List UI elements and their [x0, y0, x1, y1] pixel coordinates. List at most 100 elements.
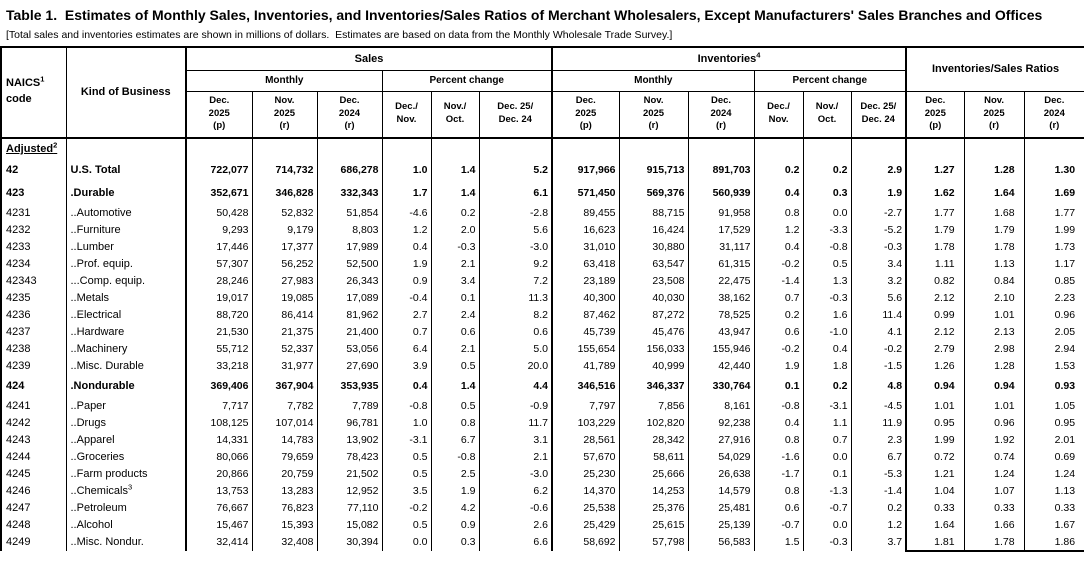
ratio-value-cell: 1.04 [906, 482, 965, 500]
empty-cell [1024, 138, 1084, 159]
inventories-value-cell: 0.8 [754, 431, 804, 449]
sales-value-cell: 2.1 [479, 448, 554, 466]
kind-of-business-cell: ..Drugs [66, 414, 187, 432]
inventories-value-cell: 0.5 [803, 255, 852, 273]
inventories-value-cell: 22,475 [688, 272, 755, 290]
naics-code-header: NAICS1 code [1, 46, 67, 140]
inventories-value-cell: 58,611 [619, 448, 689, 466]
sales-value-cell: 0.5 [431, 357, 480, 375]
kind-of-business-cell: .Nondurable [66, 374, 187, 398]
sales-value-cell: 52,832 [252, 204, 318, 222]
sales-value-cell: 2.0 [431, 221, 480, 239]
naics-code-cell: 424 [1, 374, 67, 398]
sales-value-cell: -3.0 [479, 238, 554, 256]
ratio-value-cell: 0.94 [964, 374, 1025, 398]
sales-value-cell: -0.8 [382, 397, 432, 415]
inventories-value-cell: 1.3 [803, 272, 852, 290]
ratio-value-cell: 0.33 [906, 499, 965, 517]
inventories-value-cell: -1.3 [803, 482, 852, 500]
sales-value-cell: 15,082 [317, 516, 383, 534]
empty-cell [252, 138, 318, 159]
inventories-value-cell: 0.3 [803, 181, 852, 205]
sales-value-cell: 52,337 [252, 340, 318, 358]
kind-of-business-cell: U.S. Total [66, 158, 187, 182]
inventories-value-cell: 31,117 [688, 238, 755, 256]
sales-value-cell: 6.4 [382, 340, 432, 358]
empty-cell [186, 138, 253, 159]
inventories-section-header: Inventories4 [552, 46, 908, 71]
sales-value-cell: 1.4 [431, 158, 480, 182]
inventories-value-cell: 0.0 [803, 204, 852, 222]
sales-section-header: Sales [186, 46, 554, 71]
inventories-value-cell: 14,579 [688, 482, 755, 500]
inventories-value-cell: 88,715 [619, 204, 689, 222]
sales-value-cell: 2.7 [382, 306, 432, 324]
inventories-value-cell: 0.2 [754, 306, 804, 324]
ratio-value-cell: 0.93 [1024, 374, 1084, 398]
ratio-value-cell: 1.64 [906, 516, 965, 534]
sales-value-cell: 0.5 [382, 465, 432, 483]
inventories-value-cell: 45,476 [619, 323, 689, 341]
empty-cell [382, 138, 432, 159]
inventories-value-cell: 25,429 [552, 516, 620, 534]
sales-pc-nov-oct-col-header: Nov./ Oct. [431, 91, 480, 140]
ratio-value-cell: 0.95 [906, 414, 965, 432]
sales-value-cell: 0.1 [431, 289, 480, 307]
sales-value-cell: 1.0 [382, 414, 432, 432]
empty-cell [552, 138, 620, 159]
inventories-value-cell: 91,958 [688, 204, 755, 222]
sales-value-cell: 88,720 [186, 306, 253, 324]
sales-value-cell: 8.2 [479, 306, 554, 324]
table-body: Adjusted2 42 U.S. Total 722,077 714,732 686,… [1, 138, 1084, 553]
table-row: 4243 ..Apparel 14,331 14,783 13,902 -3.1 6.7 3.… [1, 431, 1084, 449]
inventories-value-cell: -1.5 [851, 357, 908, 375]
sales-value-cell: 0.4 [382, 238, 432, 256]
ratio-value-cell: 1.67 [1024, 516, 1084, 534]
naics-code-cell: 4242 [1, 414, 67, 432]
sales-value-cell: 13,283 [252, 482, 318, 500]
sales-value-cell: 714,732 [252, 158, 318, 182]
sales-percent-change-header: Percent change [382, 70, 554, 92]
inventories-value-cell: -4.5 [851, 397, 908, 415]
adjusted-section-row: Adjusted2 [1, 138, 1084, 159]
inventories-value-cell: 915,713 [619, 158, 689, 182]
inventories-value-cell: 11.4 [851, 306, 908, 324]
ratio-value-cell: 1.81 [906, 533, 965, 553]
inventories-value-cell: 25,481 [688, 499, 755, 517]
sales-value-cell: 77,110 [317, 499, 383, 517]
ratio-value-cell: 1.78 [906, 238, 965, 256]
sales-value-cell: 50,428 [186, 204, 253, 222]
inventories-value-cell: 1.6 [803, 306, 852, 324]
inventories-value-cell: 63,547 [619, 255, 689, 273]
inventories-value-cell: 330,764 [688, 374, 755, 398]
ratio-value-cell: 1.01 [964, 397, 1025, 415]
sales-value-cell: 346,828 [252, 181, 318, 205]
header-row-columns: Dec. 2025 (p) Nov. 2025 (r) Dec. 2024 (r… [1, 91, 1084, 140]
inventories-value-cell: 0.2 [803, 158, 852, 182]
inventories-value-cell: 4.8 [851, 374, 908, 398]
inventories-value-cell: 0.7 [754, 289, 804, 307]
inventories-value-cell: 2.3 [851, 431, 908, 449]
inv-pc-yoy-col-header: Dec. 25/ Dec. 24 [851, 91, 908, 140]
inventories-value-cell: -0.3 [803, 289, 852, 307]
sales-value-cell: 32,414 [186, 533, 253, 552]
kind-of-business-cell: ...Comp. equip. [66, 272, 187, 290]
sales-value-cell: 31,977 [252, 357, 318, 375]
ratio-value-cell: 2.12 [906, 323, 965, 341]
sales-value-cell: 367,904 [252, 374, 318, 398]
inventories-value-cell: 8,161 [688, 397, 755, 415]
inventories-monthly-header: Monthly [552, 70, 755, 92]
inventories-value-cell: -1.4 [754, 272, 804, 290]
sales-value-cell: 6.6 [479, 533, 554, 552]
kind-of-business-cell: ..Electrical [66, 306, 187, 324]
sales-value-cell: 5.0 [479, 340, 554, 358]
sales-value-cell: 9.2 [479, 255, 554, 273]
sales-value-cell: 14,331 [186, 431, 253, 449]
ratio-value-cell: 1.27 [906, 158, 965, 182]
kind-of-business-cell: ..Petroleum [66, 499, 187, 517]
sales-value-cell: 86,414 [252, 306, 318, 324]
naics-code-cell: 4248 [1, 516, 67, 534]
sales-value-cell: 28,246 [186, 272, 253, 290]
table-row: 4237 ..Hardware 21,530 21,375 21,400 0.7 0.6 0.… [1, 323, 1084, 341]
inventories-value-cell: 0.0 [803, 448, 852, 466]
